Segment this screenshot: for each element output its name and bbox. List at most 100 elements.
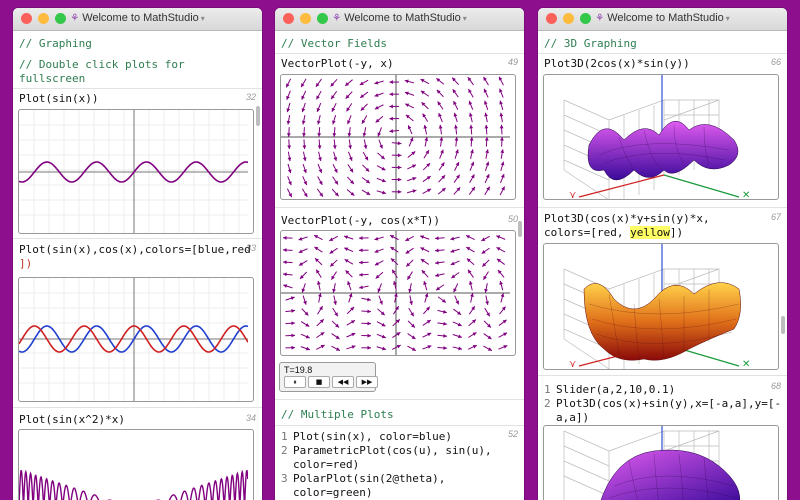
- code-text: ]): [669, 226, 684, 239]
- vector-plot-2[interactable]: [280, 230, 516, 356]
- cell-input-slider-plot3d[interactable]: 1 Slider(a,2,10,0.1) 2 Plot3D(cos(x)+sin(y…: [538, 383, 787, 425]
- window-graphing[interactable]: ⚘ Welcome to MathStudio ▾ // Graphing // D…: [13, 8, 262, 500]
- close-button[interactable]: [546, 13, 557, 24]
- window-3d-graphing[interactable]: ⚘ Welcome to MathStudio ▾ // 3D Graphing 6…: [538, 8, 787, 500]
- vector-arrowhead: [305, 323, 310, 327]
- zoom-button[interactable]: [55, 13, 66, 24]
- vector-arrowhead: [367, 297, 371, 302]
- minimize-button[interactable]: [563, 13, 574, 24]
- fast-forward-button[interactable]: ▶▶: [356, 376, 378, 388]
- plot-sin[interactable]: [18, 109, 254, 234]
- vector-arrowhead: [454, 137, 459, 141]
- cell-input-vectorplot-1[interactable]: VectorPlot(-y, x): [275, 57, 400, 71]
- vector-arrowhead: [487, 335, 492, 340]
- vector-arrowhead: [317, 133, 322, 137]
- minimize-button[interactable]: [38, 13, 49, 24]
- vector-arrowhead: [483, 275, 487, 280]
- title-bar[interactable]: ⚘ Welcome to MathStudio ▾: [13, 8, 262, 31]
- vector-arrowhead: [317, 145, 322, 149]
- cell-input-plot-sinx2[interactable]: Plot(sin(x^2)*x): [13, 413, 131, 427]
- vector-arrowhead: [501, 186, 505, 191]
- pause-button[interactable]: ⏸: [284, 376, 306, 388]
- vector-arrowhead: [348, 293, 353, 298]
- cell-input-plot3d-2[interactable]: Plot3D(cos(x)*y+sin(y)*x, colors=[red, ye…: [538, 212, 716, 240]
- scrollbar-thumb[interactable]: [518, 221, 522, 237]
- vector-arrowhead: [420, 90, 425, 95]
- plot3d-3[interactable]: [543, 425, 779, 500]
- vector-arrowhead: [364, 156, 369, 161]
- cell-input-plot3d-1[interactable]: Plot3D(2cos(x)*sin(y)): [538, 57, 696, 71]
- vector-arrowhead: [455, 300, 459, 305]
- cell-input-vectorplot-2[interactable]: VectorPlot(-y, cos(x*T)): [275, 214, 446, 228]
- comment-fullscreen: fullscreen: [19, 72, 86, 85]
- vector-arrowhead: [404, 79, 409, 84]
- vector-arrowhead: [359, 272, 363, 277]
- vector-arrowhead: [298, 236, 303, 241]
- vector-arrowhead: [344, 259, 349, 263]
- vector-arrowhead: [465, 235, 470, 239]
- vector-arrowhead: [435, 273, 440, 278]
- chevron-down-icon[interactable]: ▾: [462, 14, 467, 23]
- vector-arrowhead: [347, 120, 351, 125]
- chevron-down-icon[interactable]: ▾: [200, 14, 205, 23]
- vector-arrowhead: [411, 151, 416, 156]
- vector-arrowhead: [333, 157, 338, 161]
- vector-arrowhead: [288, 181, 292, 186]
- vector-arrowhead: [500, 161, 505, 166]
- vector-arrowhead: [287, 169, 292, 174]
- vector-arrowhead: [359, 236, 363, 240]
- cell-separator: [538, 207, 787, 208]
- document-icon: ⚘: [70, 13, 80, 24]
- code-line: color=green): [275, 486, 498, 500]
- vector-arrowhead: [377, 132, 382, 137]
- cell-input-plot-sin-cos[interactable]: Plot(sin(x),cos(x),colors=[blue,red]): [13, 243, 257, 271]
- scrollbar-thumb[interactable]: [781, 316, 785, 334]
- vector-arrowhead: [365, 167, 370, 172]
- plot-sin-cos-svg: [19, 278, 249, 401]
- cell-input-multiple-plots[interactable]: 1 Plot(sin(x), color=blue) 2 ParametricPlo…: [275, 430, 498, 500]
- plot-sinx2[interactable]: [18, 429, 254, 500]
- rewind-button[interactable]: ◀◀: [332, 376, 354, 388]
- chevron-down-icon[interactable]: ▾: [725, 14, 730, 23]
- vector-arrowhead: [484, 137, 489, 141]
- title-bar[interactable]: ⚘ Welcome to MathStudio ▾: [275, 8, 524, 31]
- vector-arrowhead: [315, 82, 320, 87]
- vector-plot-1[interactable]: [280, 74, 516, 200]
- zoom-button[interactable]: [580, 13, 591, 24]
- stop-button[interactable]: ■: [308, 376, 330, 388]
- minimize-button[interactable]: [300, 13, 311, 24]
- title-bar[interactable]: ⚘ Welcome to MathStudio ▾: [538, 8, 787, 31]
- vector-arrowhead: [453, 101, 457, 106]
- code-text: Plot(sin(x), color=blue): [293, 430, 452, 443]
- code-line: 1 Slider(a,2,10,0.1): [538, 383, 787, 397]
- vector-arrowhead: [484, 288, 488, 293]
- window-title: Welcome to MathStudio: [82, 12, 199, 24]
- scrollbar-thumb[interactable]: [256, 106, 260, 126]
- vector-arrowhead: [438, 113, 442, 118]
- vector-arrowhead: [408, 288, 412, 293]
- vector-arrowhead: [468, 280, 473, 285]
- vector-arrowhead: [470, 174, 475, 179]
- code-text: Plot3D(cos(x)*y+sin(y)*x,: [544, 212, 710, 225]
- vector-arrowhead: [302, 157, 307, 162]
- cell-input-plot-sin[interactable]: Plot(sin(x)): [13, 92, 104, 106]
- window-vector-fields[interactable]: ⚘ Welcome to MathStudio ▾ // Vector Fields…: [275, 8, 524, 500]
- vector-arrowhead: [407, 125, 412, 130]
- vector-arrowhead: [467, 77, 472, 82]
- comment-double-click: // Double click plots for: [19, 58, 185, 71]
- plot-sin-cos[interactable]: [18, 277, 254, 402]
- zoom-button[interactable]: [317, 13, 328, 24]
- plot3d-2-svg: ✕ ⋎: [563, 244, 750, 369]
- vector-arrowhead: [405, 250, 410, 254]
- close-button[interactable]: [21, 13, 32, 24]
- plot3d-1[interactable]: ✕ ⋎: [543, 74, 779, 200]
- close-button[interactable]: [283, 13, 294, 24]
- cell-separator: [275, 425, 524, 426]
- vector-arrowhead: [412, 164, 417, 169]
- vector-arrowhead: [499, 281, 503, 285]
- vector-arrowhead: [345, 270, 350, 275]
- vector-arrowhead: [319, 319, 324, 324]
- vector-arrowhead: [334, 192, 339, 197]
- vector-arrowhead: [450, 261, 455, 266]
- plot3d-2[interactable]: ✕ ⋎: [543, 243, 779, 370]
